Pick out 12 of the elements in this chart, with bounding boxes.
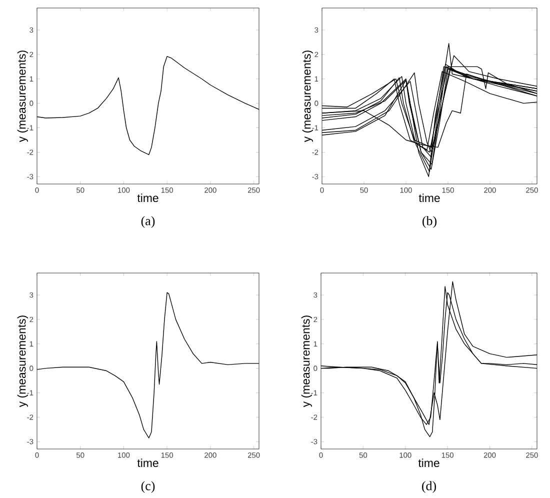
text: (b)	[422, 216, 436, 228]
text: (c)	[141, 481, 155, 493]
y-axis-title: y (measurements)	[301, 316, 312, 408]
y-axis-title: y (measurements)	[302, 50, 313, 142]
x-axis-title: time	[418, 194, 440, 202]
text: (d)	[422, 481, 436, 493]
y-axis-title: y (measurements)	[17, 316, 28, 408]
text: (a)	[141, 216, 155, 228]
y-axis-title: y (measurements)	[17, 50, 28, 142]
x-axis-title: time	[418, 458, 440, 468]
x-axis-title: time	[137, 458, 158, 468]
x-axis-title: time	[137, 194, 158, 202]
